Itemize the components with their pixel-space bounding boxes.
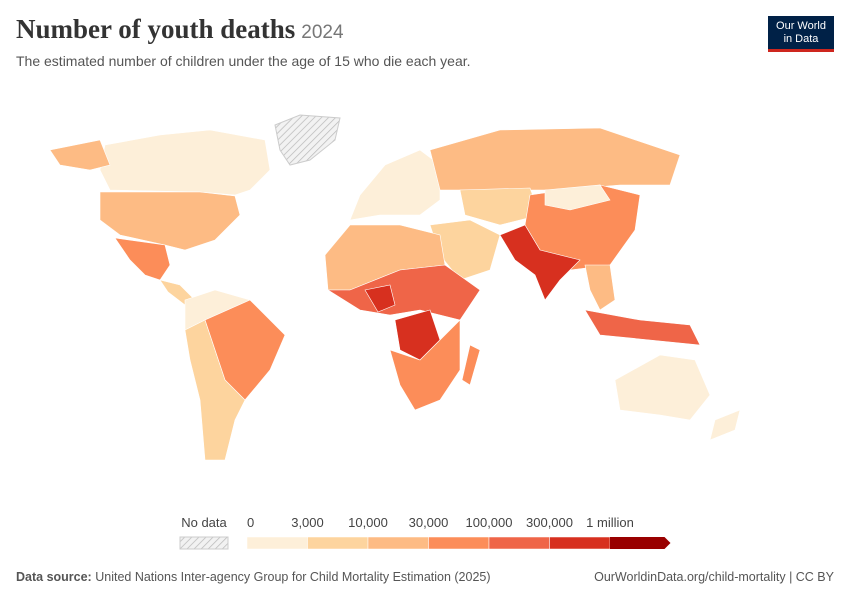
no-data-region	[274, 114, 341, 166]
logo-line: in Data	[783, 33, 819, 45]
country	[49, 139, 111, 171]
country	[184, 319, 246, 461]
legend-label: 30,000	[409, 515, 449, 530]
title-text: Number of youth deaths	[16, 14, 296, 44]
legend-swatch	[367, 536, 429, 550]
legend-label: 300,000	[526, 515, 573, 530]
legend-swatch	[488, 536, 550, 550]
country	[99, 191, 241, 251]
country	[459, 187, 541, 226]
map: No data 0 3,000 10,000 30,000 100,000 300,000…	[49, 114, 741, 550]
country	[349, 149, 441, 221]
country	[584, 264, 616, 311]
country	[326, 264, 481, 321]
country	[99, 129, 271, 196]
country	[709, 409, 741, 441]
legend-label: 0	[247, 515, 254, 530]
country	[614, 354, 711, 421]
legend-swatch	[246, 536, 308, 550]
url[interactable]: OurWorldinData.org/child-mortality | CC …	[594, 570, 834, 584]
legend-swatch	[549, 536, 611, 550]
subtitle: The estimated number of children under t…	[16, 53, 471, 69]
legend: No data 0 3,000 10,000 30,000 100,000 300,000…	[179, 515, 671, 550]
source-label: Data source:	[16, 570, 92, 584]
legend-label: 10,000	[348, 515, 388, 530]
legend-swatch	[428, 536, 490, 550]
country	[114, 237, 171, 281]
country	[389, 319, 461, 411]
legend-label: No data	[181, 515, 227, 530]
logo-line: Our World	[776, 20, 826, 32]
legend-swatch	[179, 536, 229, 550]
legend-label: 3,000	[291, 515, 324, 530]
legend-label: 1 million	[586, 515, 634, 530]
legend-swatch	[610, 537, 671, 549]
country	[429, 127, 681, 191]
year: 2024	[301, 22, 344, 43]
country	[364, 284, 396, 313]
title: Number of youth deaths 2024	[16, 14, 344, 45]
country	[584, 309, 701, 346]
source-text: United Nations Inter-agency Group for Ch…	[95, 570, 491, 584]
source: Data source: United Nations Inter-agency…	[16, 570, 491, 584]
country	[499, 224, 581, 301]
country	[544, 184, 611, 211]
logo[interactable]: Our World in Data	[768, 16, 834, 52]
legend-label: 100,000	[466, 515, 513, 530]
legend-swatch	[307, 536, 369, 550]
country	[461, 344, 481, 386]
